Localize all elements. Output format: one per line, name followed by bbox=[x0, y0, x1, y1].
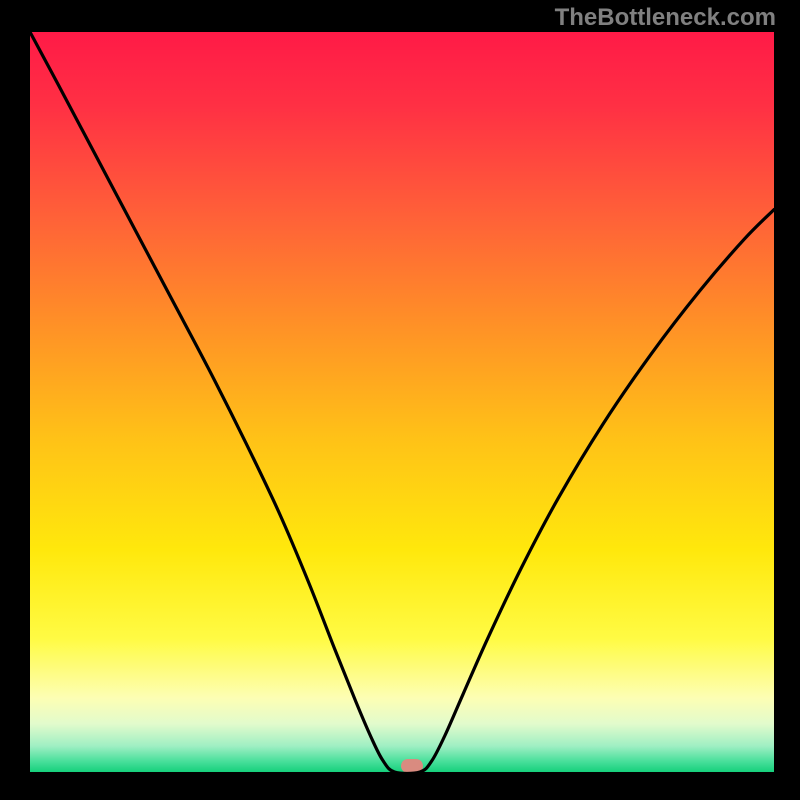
curve-overlay bbox=[30, 32, 774, 772]
v-curve-path bbox=[30, 32, 774, 773]
plot-area bbox=[30, 32, 774, 772]
watermark-text: TheBottleneck.com bbox=[555, 4, 776, 32]
chart-root: TheBottleneck.com bbox=[0, 0, 800, 800]
